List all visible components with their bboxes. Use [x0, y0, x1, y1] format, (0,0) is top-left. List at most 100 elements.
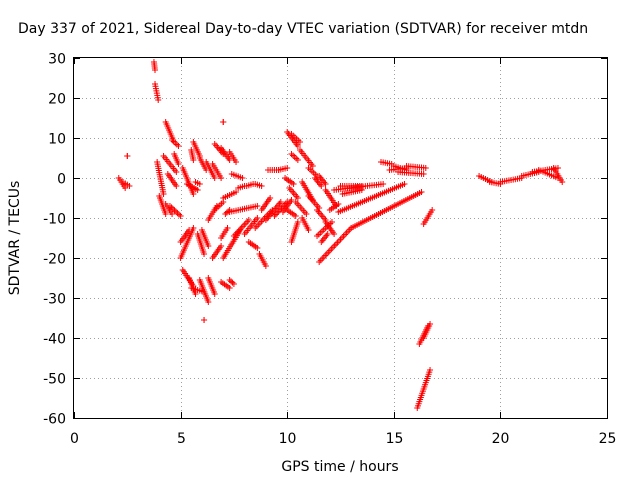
data-point	[420, 171, 427, 177]
x-axis-ticks: 0 5 10 15 20 25	[70, 58, 616, 447]
data-point	[245, 217, 252, 223]
data-point	[401, 181, 408, 187]
y-tick-label: 30	[48, 52, 66, 68]
data-point	[177, 239, 184, 245]
data-point	[324, 231, 331, 237]
y-tick-label: -60	[43, 412, 66, 428]
data-point	[294, 195, 301, 201]
data-point	[358, 183, 365, 189]
data-point	[328, 219, 335, 225]
data-point	[427, 367, 434, 373]
data-point	[554, 175, 561, 181]
data-point	[291, 154, 298, 160]
data-point	[155, 97, 162, 103]
data-point	[211, 175, 218, 181]
data-point	[239, 175, 246, 181]
data-point	[254, 245, 261, 251]
data-point	[284, 165, 291, 171]
data-point	[175, 143, 182, 149]
data-point	[176, 211, 183, 218]
data-point	[160, 191, 167, 197]
x-tick-label: 25	[599, 431, 617, 447]
y-axis-label: SDTVAR / TECUs	[7, 181, 23, 296]
y-tick-label: -20	[43, 252, 66, 268]
y-tick-label: -30	[43, 292, 66, 308]
data-point	[303, 211, 310, 217]
data-point	[331, 231, 338, 237]
data-point	[152, 67, 159, 73]
data-point	[224, 225, 231, 231]
data-point	[230, 281, 237, 287]
data-point	[262, 263, 269, 269]
data-point	[205, 299, 212, 305]
data-point	[126, 183, 133, 189]
data-point	[201, 317, 208, 323]
data-point	[559, 179, 566, 185]
data-point	[292, 213, 299, 219]
data-point	[226, 285, 233, 291]
data-point	[177, 255, 184, 261]
data-point	[162, 211, 169, 217]
data-point	[218, 243, 225, 249]
data-point	[194, 187, 201, 193]
data-point	[177, 213, 184, 219]
data-point	[418, 189, 425, 195]
data-point	[288, 197, 295, 203]
data-point	[318, 183, 325, 189]
data-point	[190, 157, 197, 163]
data-point	[223, 209, 230, 216]
data-point	[309, 163, 316, 169]
data-point	[427, 321, 434, 327]
data-point	[201, 251, 208, 257]
data-point	[254, 215, 261, 221]
chart-title: Day 337 of 2021, Sidereal Day-to-day VTE…	[18, 21, 588, 37]
data-point	[196, 181, 203, 187]
data-point	[173, 169, 180, 175]
data-point	[267, 195, 274, 201]
x-axis-label: GPS time / hours	[281, 459, 398, 475]
data-points	[115, 59, 566, 411]
y-tick-label: -40	[43, 332, 66, 348]
data-point	[222, 211, 229, 217]
data-point	[290, 181, 297, 187]
x-tick-label: 0	[70, 431, 79, 447]
plot-frame	[73, 57, 608, 419]
data-point	[220, 119, 227, 125]
data-point	[335, 201, 342, 207]
data-point	[254, 203, 261, 209]
data-point	[293, 155, 300, 162]
data-point	[170, 138, 177, 145]
data-point	[228, 278, 235, 285]
data-point	[294, 143, 301, 149]
data-point	[288, 239, 295, 245]
data-point	[169, 211, 176, 217]
data-point	[211, 291, 218, 297]
data-point	[258, 183, 265, 189]
y-tick-label: -50	[43, 372, 66, 388]
data-point	[173, 141, 180, 148]
data-point	[226, 277, 233, 283]
data-point	[190, 191, 197, 197]
data-point	[422, 165, 429, 171]
x-tick-label: 20	[492, 431, 510, 447]
data-point	[277, 199, 284, 205]
x-tick-label: 5	[177, 431, 186, 447]
data-point	[174, 210, 181, 217]
data-point	[288, 151, 295, 157]
y-tick-label: 10	[48, 132, 66, 148]
y-tick-label: 20	[48, 92, 66, 108]
data-point	[233, 189, 240, 195]
chart-grid	[74, 58, 607, 418]
data-point	[380, 181, 387, 187]
data-point	[226, 157, 233, 163]
y-tick-label: -10	[43, 212, 66, 228]
data-point	[322, 181, 329, 187]
x-tick-label: 15	[386, 431, 404, 447]
data-point	[233, 159, 240, 165]
data-point	[429, 207, 436, 213]
data-point	[175, 161, 182, 167]
data-point	[294, 157, 301, 163]
data-point	[218, 175, 225, 181]
y-axis-ticks: 30 20 10 0 -10 -20 -30 -40 -50 -60	[43, 52, 607, 428]
